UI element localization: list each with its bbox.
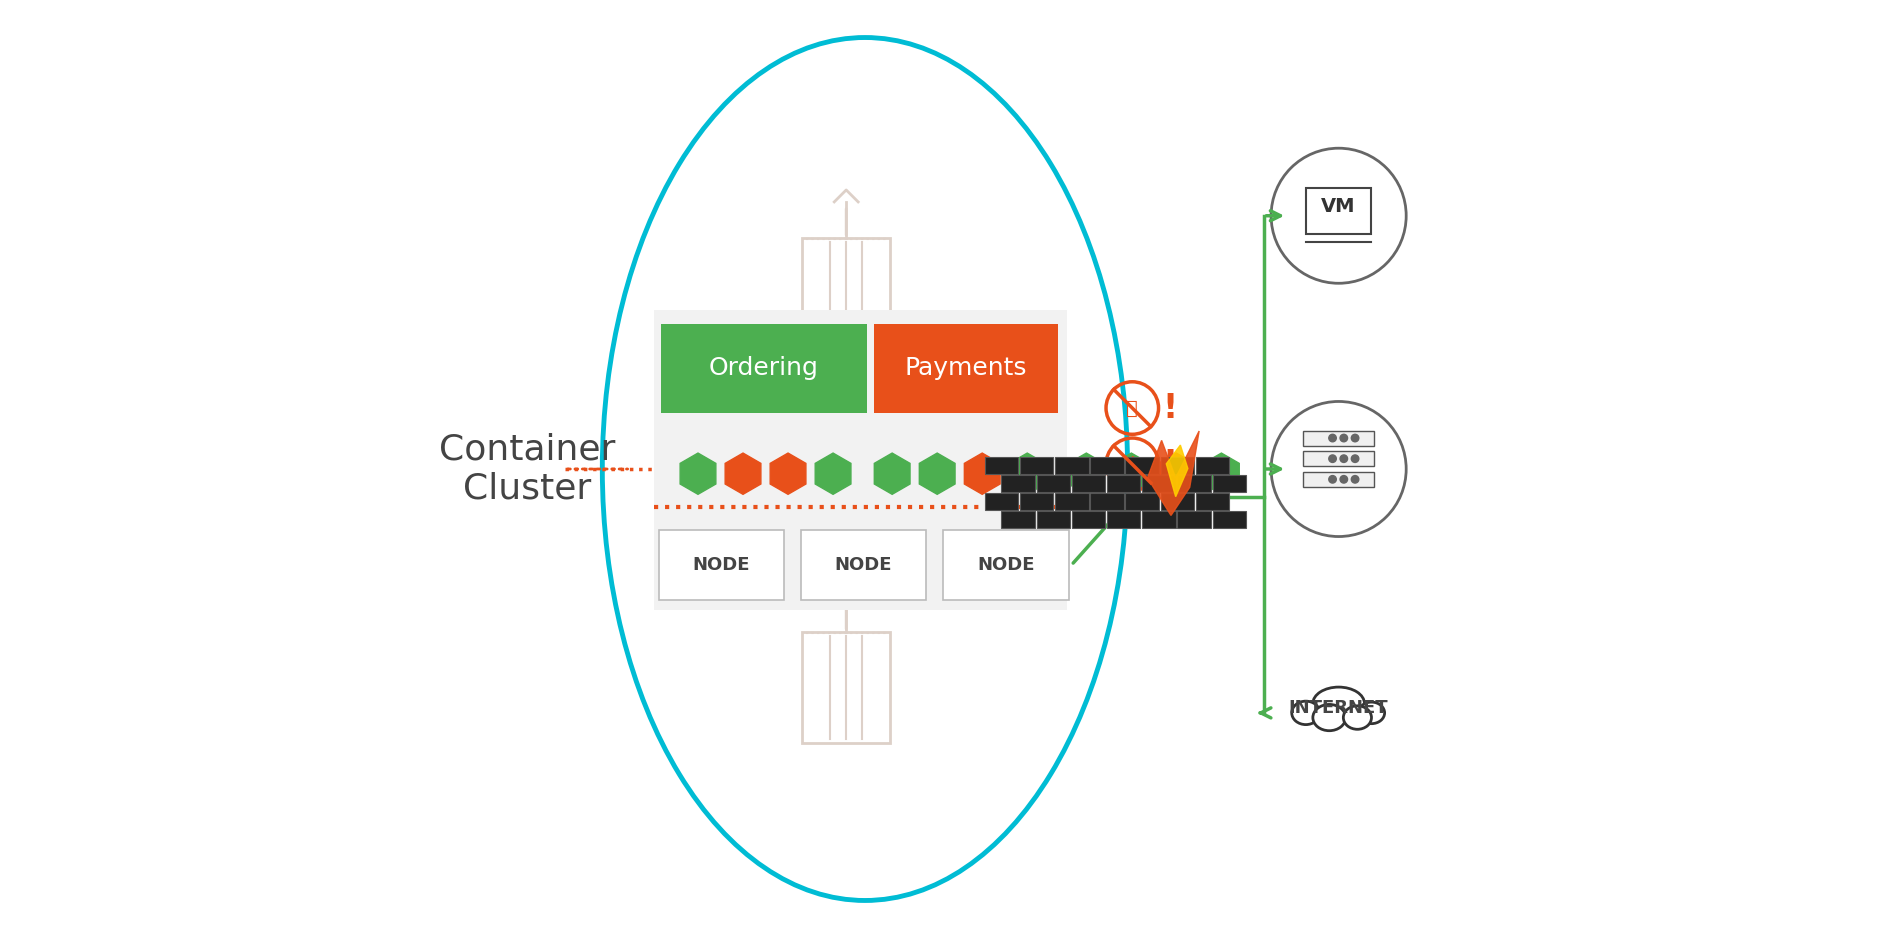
FancyBboxPatch shape [1177,475,1211,492]
Ellipse shape [1312,687,1365,720]
FancyBboxPatch shape [1019,457,1053,474]
Bar [1303,451,1374,466]
FancyBboxPatch shape [1126,457,1158,474]
Polygon shape [771,453,807,494]
FancyArrowPatch shape [1267,211,1280,220]
Bar [1307,188,1372,234]
FancyBboxPatch shape [1143,510,1175,527]
FancyArrowPatch shape [1073,502,1128,563]
Circle shape [1329,434,1337,442]
Circle shape [1271,401,1406,537]
Ellipse shape [1292,702,1320,724]
FancyBboxPatch shape [801,530,927,600]
Text: !: ! [1162,391,1177,425]
FancyBboxPatch shape [1196,492,1230,509]
FancyBboxPatch shape [1196,457,1230,474]
Text: Payments: Payments [904,356,1028,380]
Polygon shape [726,453,761,494]
FancyBboxPatch shape [1177,510,1211,527]
FancyBboxPatch shape [1072,475,1105,492]
FancyBboxPatch shape [662,324,867,413]
Circle shape [1329,476,1337,483]
FancyBboxPatch shape [1090,492,1124,509]
FancyBboxPatch shape [1019,492,1053,509]
FancyArrowPatch shape [1260,708,1271,718]
Circle shape [1340,455,1348,462]
FancyBboxPatch shape [1107,510,1141,527]
FancyBboxPatch shape [1090,457,1124,474]
Bar [1303,431,1374,446]
FancyBboxPatch shape [1143,475,1175,492]
FancyBboxPatch shape [944,530,1068,600]
FancyBboxPatch shape [985,457,1019,474]
FancyBboxPatch shape [658,530,784,600]
Text: NODE: NODE [692,556,750,574]
FancyBboxPatch shape [1055,492,1089,509]
FancyArrowPatch shape [1267,464,1280,474]
Circle shape [1271,148,1406,283]
Ellipse shape [1312,704,1346,731]
Text: INTERNET: INTERNET [1290,699,1389,718]
FancyBboxPatch shape [1036,475,1070,492]
Polygon shape [1068,453,1104,494]
Circle shape [1340,476,1348,483]
Circle shape [1352,434,1359,442]
Text: Ordering: Ordering [709,356,820,380]
Circle shape [1329,455,1337,462]
Polygon shape [874,453,910,494]
Circle shape [1352,455,1359,462]
Polygon shape [1147,431,1199,516]
Polygon shape [964,453,1000,494]
FancyBboxPatch shape [1107,475,1141,492]
Polygon shape [1166,446,1188,497]
Text: 👁: 👁 [1126,399,1137,417]
FancyBboxPatch shape [1160,457,1194,474]
Polygon shape [1158,453,1194,494]
FancyBboxPatch shape [654,310,1066,610]
Polygon shape [816,453,852,494]
Circle shape [1340,434,1348,442]
Text: ⚙: ⚙ [1124,455,1141,474]
Text: !: ! [1162,447,1177,481]
Ellipse shape [1359,702,1384,724]
FancyBboxPatch shape [1126,492,1158,509]
Text: Container
Cluster: Container Cluster [440,432,615,506]
Ellipse shape [1344,706,1372,730]
FancyBboxPatch shape [1002,475,1034,492]
Polygon shape [919,453,955,494]
FancyBboxPatch shape [1002,510,1034,527]
Text: NODE: NODE [978,556,1034,574]
FancyBboxPatch shape [1213,510,1246,527]
FancyBboxPatch shape [874,324,1058,413]
Polygon shape [681,453,716,494]
Polygon shape [1203,453,1239,494]
FancyBboxPatch shape [1036,510,1070,527]
FancyBboxPatch shape [985,492,1019,509]
Bar [1303,472,1374,487]
FancyBboxPatch shape [1213,475,1246,492]
Circle shape [1352,476,1359,483]
FancyBboxPatch shape [1160,492,1194,509]
Text: NODE: NODE [835,556,893,574]
FancyBboxPatch shape [1055,457,1089,474]
FancyBboxPatch shape [1072,510,1105,527]
Polygon shape [1010,453,1045,494]
Text: VM: VM [1322,197,1355,216]
Polygon shape [1113,453,1149,494]
